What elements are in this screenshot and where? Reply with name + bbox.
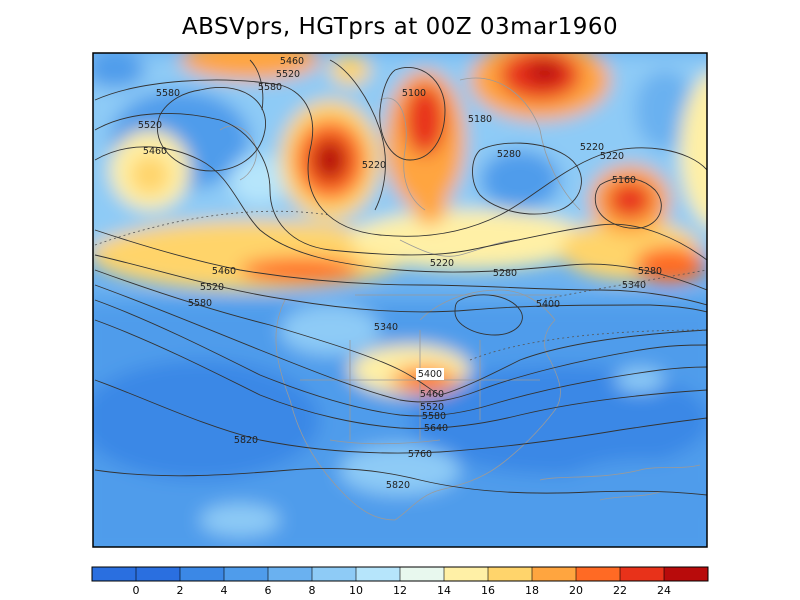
contour-label: 5160 [612,175,636,186]
contour-label: 5220 [600,151,624,162]
contour-label: 5220 [362,160,386,171]
map-frame [92,52,708,548]
height-contours [94,59,707,496]
colorbar-segment [268,567,313,581]
contour-label: 5280 [497,149,521,160]
contour-label-box [416,368,444,380]
colorbar-segment [224,567,269,581]
colorbar-segment [356,567,401,581]
contour-label: 5100 [402,88,426,99]
contour-label: 5460 [212,266,236,277]
contour-label: 5400 [418,369,442,380]
contour-label: 5280 [638,266,662,277]
colorbar-tick-label: 8 [309,584,316,597]
contour-label: 5580 [188,298,212,309]
contour-label: 5180 [468,114,492,125]
colorbar-segment [664,567,709,581]
colorbar-segment [312,567,357,581]
color-bar: 0 2 4 6 8 10 12 14 16 18 20 22 24 [91,566,709,597]
colorbar-segment [400,567,445,581]
coastlines [219,77,701,521]
colorbar-tick-label: 4 [221,584,228,597]
contour-label: 5580 [156,88,180,99]
colorbar-segment [488,567,533,581]
contour-label: 5760 [408,449,432,460]
colorbar-tick-label: 22 [613,584,627,597]
colorbar-tick-label: 16 [481,584,495,597]
colorbar-tick-label: 14 [437,584,451,597]
contour-label: 5520 [138,120,162,131]
contour-label: 5520 [200,282,224,293]
contour-label: 5820 [234,435,258,446]
contour-label: 5280 [493,268,517,279]
contour-label: 5400 [536,299,560,310]
contour-label: 5220 [430,258,454,269]
chart-title: ABSVprs, HGTprs at 00Z 03mar1960 [181,14,619,40]
colorbar-tick-label: 12 [393,584,407,597]
colorbar-tick-label: 6 [265,584,272,597]
colorbar-segment [136,567,181,581]
colorbar-segment [92,567,137,581]
colorbar-tick-label: 0 [133,584,140,597]
map-area: 5460 5520 5580 5580 5520 5460 5100 5180 … [93,53,707,547]
colorbar-tick-label: 2 [177,584,184,597]
contour-label: 5520 [420,402,444,413]
dashed-contours [94,210,707,361]
contour-label: 5460 [143,146,167,157]
contour-label: 5340 [622,280,646,291]
contour-label: 5340 [374,322,398,333]
colorbar-segment [180,567,225,581]
colorbar-tick-label: 20 [569,584,583,597]
contour-label: 5220 [580,142,604,153]
contour-labels: 5460 5520 5580 5580 5520 5460 5100 5180 … [138,56,662,491]
contour-label: 5640 [424,423,448,434]
colorbar-segment [532,567,577,581]
colorbar-segment [444,567,489,581]
colorbar-tick-label: 24 [657,584,671,597]
contour-label: 5460 [280,56,304,67]
colorbar-segment [620,567,665,581]
contour-label: 5520 [276,69,300,80]
contour-label: 5580 [422,411,446,422]
colorbar-segment [576,567,621,581]
contour-label: 5460 [420,389,444,400]
contour-label: 5580 [258,82,282,93]
contour-label: 5820 [386,480,410,491]
colorbar-tick-label: 18 [525,584,539,597]
vorticity-field [93,53,707,547]
colorbar-tick-label: 10 [349,584,363,597]
